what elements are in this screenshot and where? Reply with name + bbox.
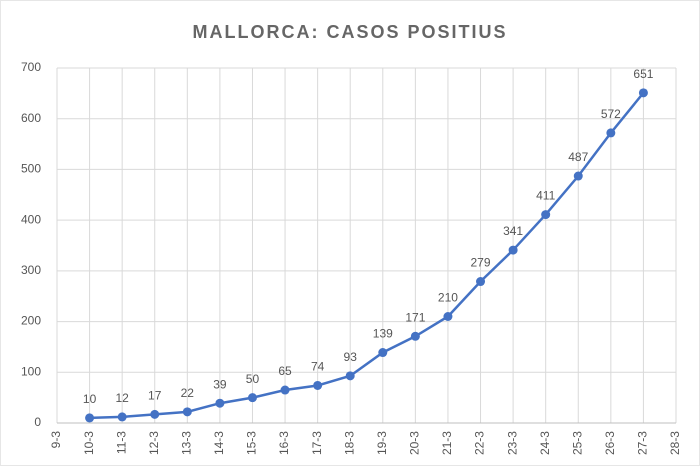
x-tick-label: 28-3 [668, 431, 682, 455]
x-tick-label: 21-3 [440, 431, 454, 455]
data-label: 39 [213, 377, 227, 391]
data-point [606, 128, 616, 138]
x-tick-label: 15-3 [245, 431, 259, 455]
x-tick-label: 27-3 [636, 431, 650, 455]
data-label: 487 [568, 150, 588, 164]
data-point [410, 331, 420, 341]
data-label: 10 [83, 392, 97, 406]
x-tick-label: 12-3 [147, 431, 161, 455]
data-label: 93 [344, 350, 358, 364]
y-tick-label: 600 [21, 111, 41, 125]
data-label: 12 [115, 391, 129, 405]
data-point [541, 210, 551, 220]
data-point [215, 398, 225, 408]
x-tick-label: 17-3 [310, 431, 324, 455]
data-label: 17 [148, 389, 162, 403]
y-tick-label: 300 [21, 263, 41, 277]
x-tick-label: 19-3 [375, 431, 389, 455]
data-point [573, 171, 583, 181]
x-tick-label: 9-3 [49, 431, 63, 449]
data-label: 22 [181, 386, 195, 400]
series-line [89, 92, 645, 420]
data-label: 139 [373, 327, 393, 341]
data-point [247, 393, 257, 403]
data-label: 74 [311, 360, 325, 374]
y-tick-label: 400 [21, 212, 41, 226]
data-label: 50 [246, 372, 260, 386]
y-tick-label: 200 [21, 314, 41, 328]
data-label: 65 [278, 364, 292, 378]
y-tick-label: 500 [21, 162, 41, 176]
data-label: 210 [438, 291, 458, 305]
data-point [443, 312, 453, 321]
x-tick-label: 14-3 [212, 431, 226, 455]
data-point [280, 385, 290, 395]
data-label: 411 [536, 189, 555, 203]
data-label: 279 [471, 256, 491, 270]
x-tick-label: 18-3 [342, 431, 356, 455]
data-point [182, 407, 192, 417]
data-label: 651 [633, 67, 653, 81]
x-tick-label: 10-3 [82, 431, 96, 455]
x-tick-label: 22-3 [473, 431, 487, 455]
data-point [117, 412, 127, 422]
x-tick-label: 20-3 [408, 431, 422, 455]
y-tick-label: 100 [21, 364, 41, 378]
y-tick-label: 700 [21, 60, 41, 74]
chart-title: MALLORCA: CASOS POSITIUS [192, 22, 507, 42]
data-label: 572 [601, 107, 621, 121]
data-point [638, 88, 648, 98]
data-point [378, 348, 388, 358]
x-tick-label: 11-3 [114, 431, 128, 454]
data-point [508, 245, 518, 255]
x-tick-label: 16-3 [277, 431, 291, 455]
x-tick-label: 25-3 [570, 431, 584, 455]
data-point [313, 380, 323, 390]
y-tick-label: 0 [34, 415, 41, 429]
data-label: 341 [503, 224, 523, 238]
x-tick-label: 26-3 [603, 431, 617, 455]
data-point [476, 277, 486, 287]
x-tick-label: 13-3 [179, 431, 193, 455]
data-label: 171 [405, 310, 425, 324]
data-point [150, 409, 160, 419]
data-point [345, 371, 355, 381]
data-point [85, 413, 95, 423]
x-tick-label: 24-3 [538, 431, 552, 455]
x-tick-label: 23-3 [505, 431, 519, 455]
